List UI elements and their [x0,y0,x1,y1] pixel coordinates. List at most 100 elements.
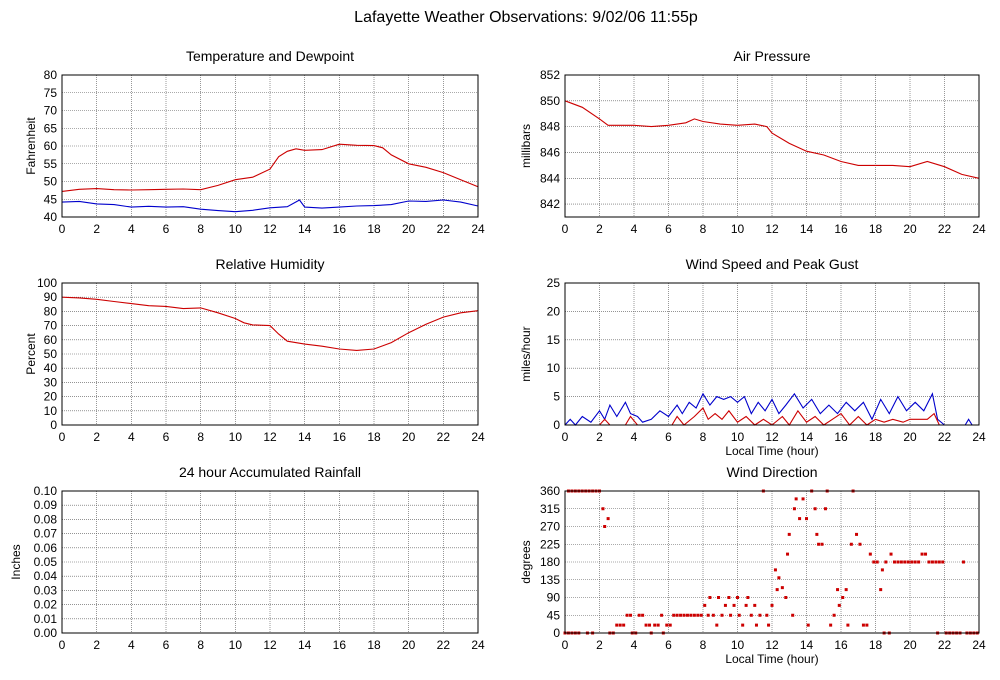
x-tick-label: 18 [367,430,381,444]
x-tick-label: 14 [800,638,814,652]
data-point [682,613,686,617]
y-tick-label: 90 [44,290,58,304]
chart-title: Relative Humidity [216,256,325,272]
y-tick-label: 55 [44,157,58,171]
y-axis-label: Inches [9,544,23,579]
x-tick-label: 12 [765,430,779,444]
y-tick-label: 90 [547,591,561,605]
x-tick-label: 12 [263,638,277,652]
y-tick-label: 850 [540,94,560,108]
data-point [773,568,777,572]
y-tick-label: 848 [540,120,560,134]
y-tick-label: 5 [553,390,560,404]
data-point [753,603,757,607]
y-tick-label: 0.07 [34,527,58,541]
page-title: Lafayette Weather Observations: 9/02/06 … [354,9,698,26]
data-point [917,560,921,564]
data-point [849,542,853,546]
data-point [805,517,808,521]
data-point [798,517,802,521]
x-tick-label: 22 [437,222,451,236]
y-tick-label: 0.00 [34,626,58,640]
x-tick-label: 6 [163,430,170,444]
x-tick-label: 2 [93,638,100,652]
x-tick-label: 10 [731,222,745,236]
x-tick-label: 24 [471,430,485,444]
y-axis-label: millibars [519,124,533,168]
x-tick-label: 12 [765,222,779,236]
y-tick-label: 852 [540,68,560,82]
x-tick-label: 20 [402,638,416,652]
data-point [858,542,862,546]
x-tick-label: 20 [903,222,917,236]
y-tick-label: 0.08 [34,512,58,526]
x-tick-label: 10 [731,430,745,444]
y-tick-label: 80 [44,68,58,82]
series-line-1 [564,100,980,179]
data-point [618,623,622,627]
y-tick-label: 315 [540,502,560,516]
data-point [625,613,629,617]
y-tick-label: 75 [44,86,58,100]
data-point [749,613,753,617]
data-point [675,613,679,617]
series-line-2 [565,407,979,426]
y-tick-label: 844 [540,171,560,185]
data-point [736,596,739,599]
data-point [672,613,676,617]
data-point [823,507,827,511]
data-point [813,507,817,511]
y-tick-label: 70 [44,319,58,333]
x-tick-label: 16 [834,222,848,236]
y-tick-label: 100 [37,276,57,290]
x-tick-label: 0 [59,638,66,652]
data-point [906,560,910,564]
data-point [930,560,934,564]
data-point [767,623,771,627]
data-point [637,613,641,617]
data-point [765,613,769,617]
data-point [855,532,859,536]
data-point [784,596,788,599]
y-axis-label: Percent [24,333,38,375]
data-point [868,552,872,556]
data-point [806,623,810,627]
chart-title: 24 hour Accumulated Rainfall [179,464,361,480]
y-tick-label: 0.04 [34,569,58,583]
x-tick-label: 0 [562,638,569,652]
x-tick-label: 6 [163,638,170,652]
y-tick-label: 15 [547,333,561,347]
x-tick-label: 8 [197,638,204,652]
y-tick-label: 846 [540,145,560,159]
x-tick-label: 6 [163,222,170,236]
x-tick-label: 18 [367,638,381,652]
data-point [941,560,945,564]
data-point [815,532,819,536]
x-tick-label: 14 [800,222,814,236]
data-point [685,613,689,617]
x-tick-label: 12 [765,638,779,652]
data-point [622,623,626,627]
x-tick-label: 16 [333,222,347,236]
y-axis-label: degrees [519,540,533,583]
x-tick-label: 4 [128,430,135,444]
y-tick-label: 0.05 [34,555,58,569]
data-point [961,560,965,564]
data-point [696,613,700,617]
x-tick-label: 6 [665,638,672,652]
x-tick-label: 14 [298,430,312,444]
data-point [880,568,884,572]
y-tick-label: 45 [547,608,561,622]
x-tick-label: 8 [197,430,204,444]
x-tick-label: 8 [197,222,204,236]
x-tick-label: 12 [263,430,277,444]
data-point [737,613,741,617]
data-point [865,623,869,627]
x-tick-label: 14 [298,638,312,652]
data-point [744,603,748,607]
data-point [879,588,883,592]
x-axis-label: Local Time (hour) [725,444,818,458]
y-tick-label: 0 [553,626,560,640]
